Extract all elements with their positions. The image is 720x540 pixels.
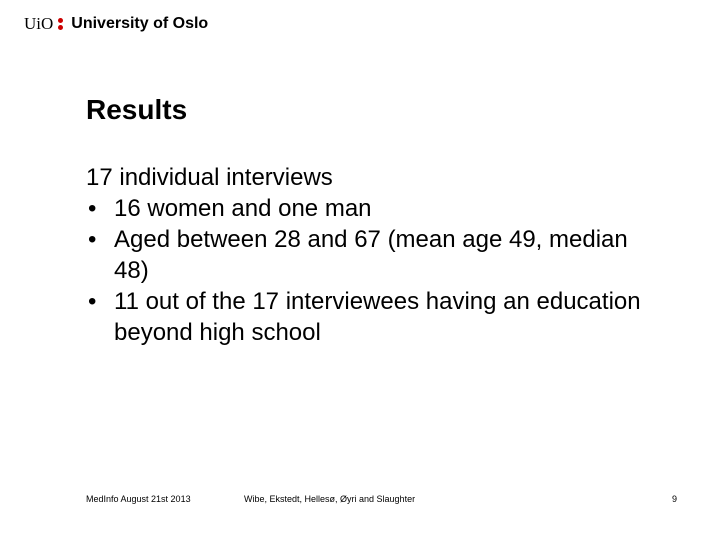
footer-center: Wibe, Ekstedt, Hellesø, Øyri and Slaught… xyxy=(244,494,416,504)
bullet: 11 out of the 17 interviewees having an … xyxy=(86,286,646,348)
slide-title: Results xyxy=(86,94,188,125)
bullet: Aged between 28 and 67 (mean age 49, med… xyxy=(86,224,646,286)
slide-body: 17 individual interviews 16 women and on… xyxy=(86,162,646,348)
logo-name: University of Oslo xyxy=(71,15,209,32)
logo-dots xyxy=(58,16,66,32)
logo-short: UiO xyxy=(24,14,54,33)
bullet-list: 16 women and one man Aged between 28 and… xyxy=(86,193,646,348)
bullet: 16 women and one man xyxy=(86,193,646,224)
lead-text: 17 individual interviews xyxy=(86,164,333,191)
footer-left: MedInfo August 21st 2013 xyxy=(86,494,191,504)
page-number: 9 xyxy=(672,494,678,504)
logo: UiO University of Oslo xyxy=(24,14,208,34)
